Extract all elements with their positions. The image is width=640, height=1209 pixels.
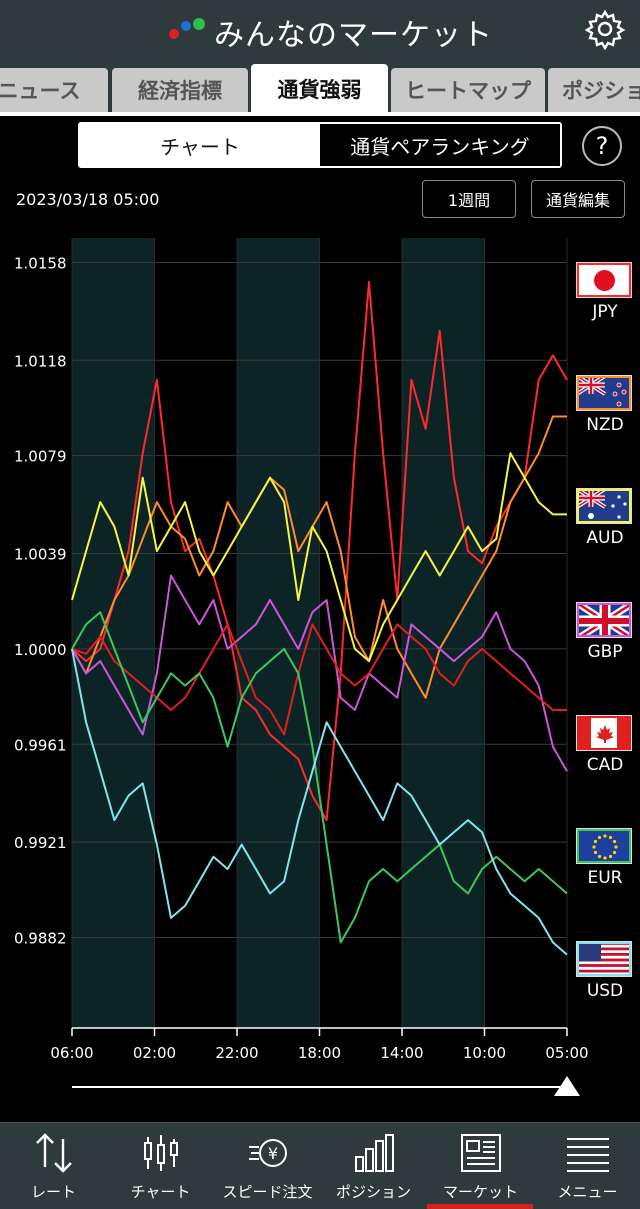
nav-speed-order[interactable]: ¥ スピード注文 <box>214 1123 321 1209</box>
edit-currencies-button[interactable]: 通貨編集 <box>531 180 625 218</box>
series-line-eur <box>71 611 568 944</box>
currency-label: USD <box>586 981 624 1001</box>
y-tick-label: 1.0039 <box>14 546 67 564</box>
eur-flag-icon <box>576 828 632 864</box>
tab-underline <box>0 112 640 116</box>
time-band <box>237 238 320 1028</box>
chart-datetime: 2023/03/18 05:00 <box>16 190 160 209</box>
nav-label: チャート <box>130 1183 191 1201</box>
x-tick-label: 05:00 <box>545 1044 588 1062</box>
nav-label: スピード注文 <box>222 1183 313 1201</box>
nav-label: レート <box>30 1183 76 1201</box>
nav-position[interactable]: ポジション <box>320 1123 427 1209</box>
jpy-flag-icon <box>576 262 632 298</box>
y-tick-label: 0.9882 <box>14 930 67 948</box>
time-band <box>72 238 155 1028</box>
series-line-nzd <box>71 415 567 699</box>
help-button[interactable]: ? <box>582 126 622 166</box>
x-tick-label: 14:00 <box>380 1044 423 1062</box>
nav-active-indicator <box>427 1204 533 1209</box>
usd-flag-icon <box>576 941 632 977</box>
y-tick-label: 0.9921 <box>14 834 67 852</box>
y-tick-label: 1.0000 <box>14 641 67 659</box>
legend-gbp[interactable]: GBP <box>576 602 634 662</box>
y-tick-label: 0.9961 <box>14 736 67 754</box>
currency-label: NZD <box>586 415 624 435</box>
x-tick-label: 18:00 <box>298 1044 341 1062</box>
legend-cad[interactable]: CAD <box>576 715 634 775</box>
aud-flag-icon <box>576 488 632 524</box>
time-band <box>402 238 485 1028</box>
currency-strength-chart[interactable]: 1.0158 1.0118 1.0079 1.0039 1.0000 0.9961 0.99… <box>0 230 640 1070</box>
series-line-gbp <box>71 574 568 772</box>
nav-chart[interactable]: チャート <box>107 1123 214 1209</box>
gbp-flag-icon <box>576 602 632 638</box>
candlestick-icon <box>144 1135 178 1171</box>
chart-view-button[interactable]: チャート <box>80 124 320 166</box>
view-switcher: チャート 通貨ペアランキング <box>78 122 562 168</box>
series-line-aud <box>71 452 567 663</box>
nav-market[interactable]: マーケット <box>427 1123 534 1209</box>
nav-label: ポジション <box>335 1183 411 1201</box>
nav-menu[interactable]: メニュー <box>534 1123 640 1209</box>
period-button[interactable]: 1週間 <box>422 180 516 218</box>
x-tick-label: 10:00 <box>463 1044 506 1062</box>
tab-news[interactable]: ニュース <box>0 68 108 112</box>
legend-aud[interactable]: AUD <box>576 488 634 548</box>
app-header: みんなのマーケット <box>0 0 640 64</box>
currency-label: AUD <box>586 528 624 548</box>
tab-economic-indicators[interactable]: 経済指標 <box>112 68 248 112</box>
currency-label: JPY <box>592 302 618 322</box>
legend-jpy[interactable]: JPY <box>576 262 634 322</box>
x-tick-label: 06:00 <box>50 1044 93 1062</box>
yen-coin-icon: ¥ <box>249 1139 287 1167</box>
nav-label: マーケット <box>442 1183 518 1201</box>
legend-usd[interactable]: USD <box>576 941 634 1001</box>
gear-icon[interactable] <box>584 8 626 50</box>
app-logo-icon <box>169 18 205 39</box>
nav-label: メニュー <box>557 1183 618 1201</box>
y-tick-label: 1.0158 <box>14 254 67 272</box>
nzd-flag-icon <box>576 375 632 411</box>
currency-label: CAD <box>586 755 624 775</box>
series-line-usd <box>71 648 568 956</box>
nav-rate[interactable]: レート <box>0 1123 107 1209</box>
y-tick-label: 1.0079 <box>14 448 67 466</box>
currency-label: EUR <box>587 868 623 888</box>
svg-text:¥: ¥ <box>268 1144 278 1163</box>
tab-bar: ニュース 経済指標 通貨強弱 ヒートマップ ポジショ <box>0 64 640 116</box>
bar-graph-icon <box>355 1134 394 1172</box>
cad-flag-icon <box>576 715 632 751</box>
legend-eur[interactable]: EUR <box>576 828 634 888</box>
newspaper-icon <box>461 1134 501 1172</box>
tab-heatmap[interactable]: ヒートマップ <box>391 68 545 112</box>
bottom-nav: レート チャート ¥ スピード注文 <box>0 1122 640 1209</box>
x-tick-label: 02:00 <box>133 1044 176 1062</box>
currency-label: GBP <box>587 642 623 662</box>
y-tick-label: 1.0118 <box>14 352 67 370</box>
series-line-jpy <box>71 281 568 822</box>
menu-list-icon <box>567 1138 609 1172</box>
x-tick-label: 22:00 <box>215 1044 258 1062</box>
tab-currency-strength[interactable]: 通貨強弱 <box>251 64 388 114</box>
pair-ranking-button[interactable]: 通貨ペアランキング <box>320 124 560 166</box>
tab-position[interactable]: ポジショ <box>548 68 640 112</box>
series-line-cad <box>71 623 567 736</box>
time-slider-track[interactable] <box>72 1086 564 1088</box>
app-title: みんなのマーケット <box>214 18 493 53</box>
up-down-arrows-icon <box>36 1133 72 1173</box>
time-slider-thumb[interactable] <box>554 1076 580 1096</box>
legend-nzd[interactable]: NZD <box>576 375 634 435</box>
